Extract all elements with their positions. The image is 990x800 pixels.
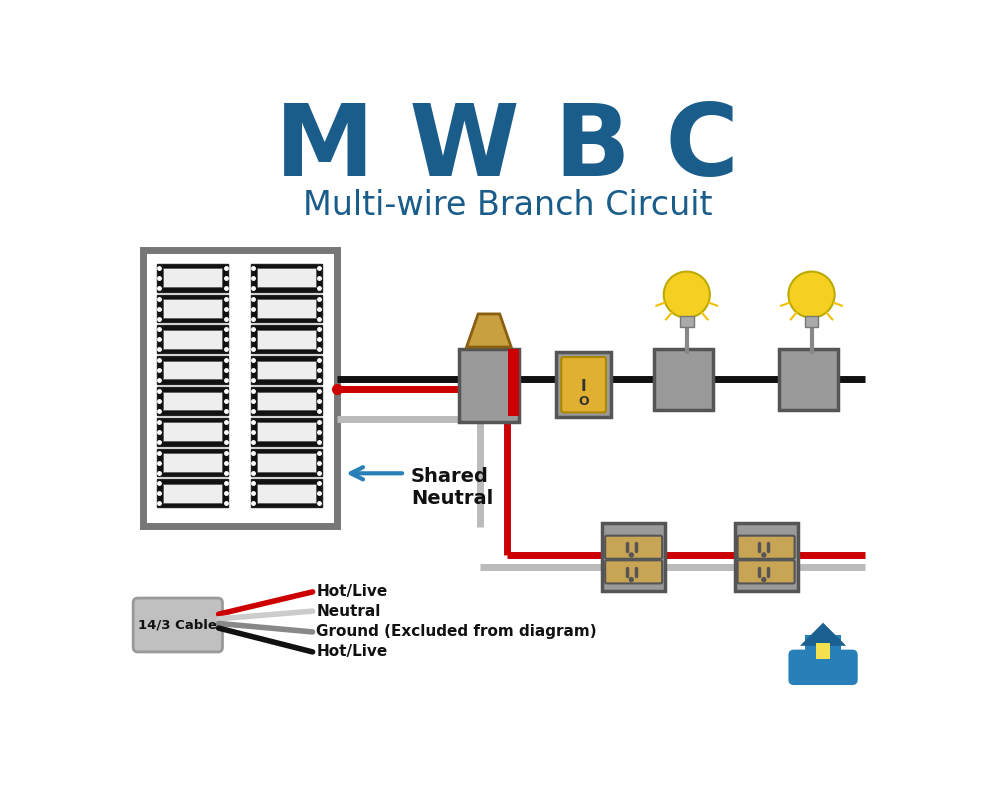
FancyBboxPatch shape [157,264,228,291]
FancyBboxPatch shape [250,326,322,353]
Text: Multi-wire Branch Circuit: Multi-wire Branch Circuit [303,189,712,222]
FancyBboxPatch shape [680,316,694,327]
FancyBboxPatch shape [250,479,322,507]
FancyBboxPatch shape [163,484,222,502]
FancyBboxPatch shape [257,484,316,502]
Polygon shape [466,314,511,347]
FancyBboxPatch shape [157,418,228,446]
Polygon shape [800,622,846,646]
FancyBboxPatch shape [257,299,316,318]
FancyBboxPatch shape [163,330,222,349]
FancyBboxPatch shape [157,356,228,384]
FancyBboxPatch shape [250,418,322,446]
FancyBboxPatch shape [556,353,611,417]
FancyBboxPatch shape [163,392,222,410]
FancyBboxPatch shape [257,269,316,287]
FancyBboxPatch shape [605,560,662,583]
FancyBboxPatch shape [788,650,857,685]
FancyBboxPatch shape [602,523,665,591]
FancyBboxPatch shape [257,330,316,349]
FancyBboxPatch shape [257,361,316,379]
Circle shape [761,552,766,558]
Circle shape [629,552,634,558]
FancyBboxPatch shape [250,264,322,291]
Circle shape [629,577,634,582]
FancyBboxPatch shape [805,316,819,327]
FancyBboxPatch shape [144,250,338,526]
FancyBboxPatch shape [738,560,795,583]
FancyBboxPatch shape [163,454,222,472]
Text: Ground (Excluded from diagram): Ground (Excluded from diagram) [317,625,597,639]
Text: Shared
Neutral: Shared Neutral [411,467,493,508]
Text: O: O [578,395,589,408]
Text: I: I [581,378,586,394]
FancyBboxPatch shape [459,349,519,422]
FancyBboxPatch shape [605,536,662,558]
Circle shape [663,271,710,318]
Text: 14/3 Cable: 14/3 Cable [139,618,217,631]
FancyBboxPatch shape [257,454,316,472]
Text: Neutral: Neutral [317,604,381,618]
FancyBboxPatch shape [250,387,322,414]
FancyBboxPatch shape [157,294,228,322]
FancyBboxPatch shape [250,449,322,476]
FancyBboxPatch shape [779,349,839,410]
FancyBboxPatch shape [157,387,228,414]
FancyBboxPatch shape [157,479,228,507]
FancyBboxPatch shape [157,449,228,476]
Circle shape [761,577,766,582]
FancyBboxPatch shape [561,357,606,413]
FancyBboxPatch shape [816,643,830,659]
FancyBboxPatch shape [735,523,798,591]
FancyBboxPatch shape [163,269,222,287]
FancyBboxPatch shape [653,349,713,410]
FancyBboxPatch shape [805,635,841,661]
Text: Hot/Live: Hot/Live [317,645,388,659]
FancyBboxPatch shape [250,294,322,322]
FancyBboxPatch shape [257,392,316,410]
Circle shape [788,271,835,318]
FancyBboxPatch shape [257,422,316,441]
FancyBboxPatch shape [133,598,223,652]
FancyBboxPatch shape [163,422,222,441]
FancyBboxPatch shape [250,356,322,384]
FancyBboxPatch shape [163,361,222,379]
FancyBboxPatch shape [508,349,519,415]
Text: M W B C: M W B C [275,100,740,197]
FancyBboxPatch shape [738,536,795,558]
FancyBboxPatch shape [163,299,222,318]
Text: Hot/Live: Hot/Live [317,584,388,599]
FancyBboxPatch shape [157,326,228,353]
